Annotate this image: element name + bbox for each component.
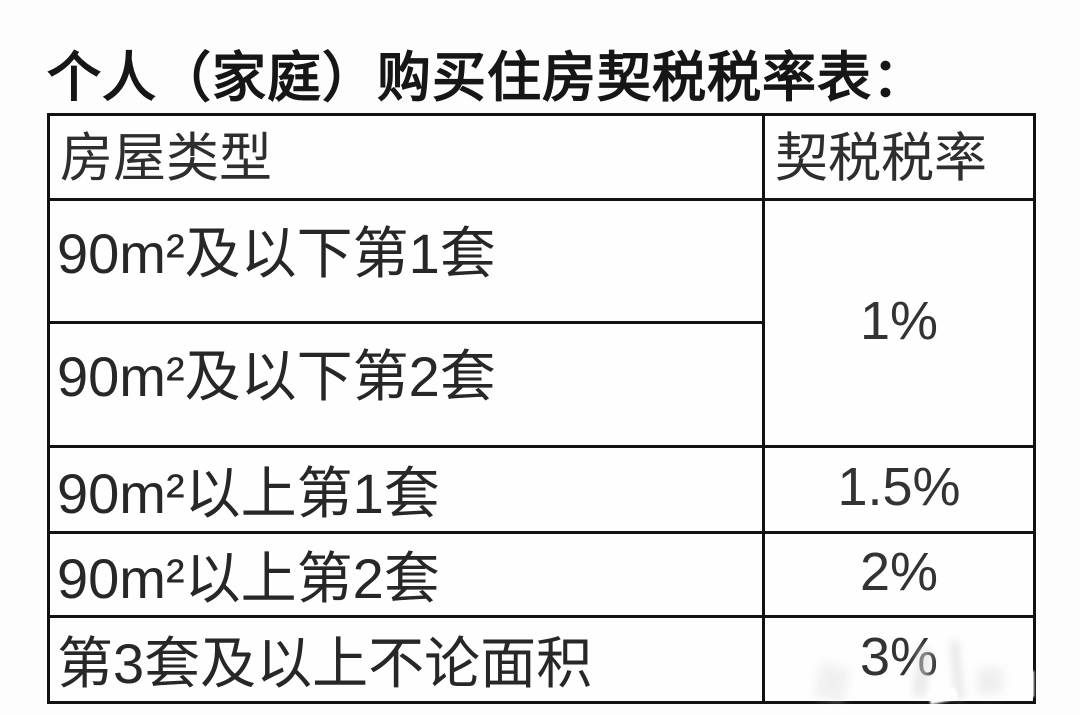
tax-rate-cell: 1.5% [762, 445, 1036, 534]
table-row: 第3套及以上不论面积 3% [47, 615, 1036, 704]
table-row: 90m²以上第1套 1.5% [47, 445, 1036, 534]
border-erosion-patch [1022, 671, 1034, 697]
page-title: 个人（家庭）购买住房契税税率表： [47, 48, 927, 108]
house-type-cell: 90m²以上第1套 [47, 445, 765, 534]
table-header-row: 房屋类型 契税税率 [47, 113, 1036, 201]
column-header-house-type: 房屋类型 [47, 113, 765, 201]
tax-rate-cell-merged: 1% [762, 198, 1036, 448]
house-type-cell: 90m²及以下第1套 [47, 198, 765, 324]
house-type-cell: 第3套及以上不论面积 [47, 615, 765, 704]
house-type-cell: 90m²及以下第2套 [47, 321, 765, 448]
column-header-tax-rate: 契税税率 [762, 113, 1036, 201]
tax-rate-cell: 3% [762, 615, 1036, 704]
tax-rate-cell: 2% [762, 531, 1036, 618]
house-type-cell: 90m²以上第2套 [47, 531, 765, 618]
table-row: 90m²及以下第1套 1% [47, 198, 1036, 448]
table-row: 90m²及以下第2套 [47, 321, 1035, 448]
tax-rate-table-container: 房屋类型 契税税率 90m²及以下第1套 1% 90m²及以下第2套 90m²以… [47, 113, 1036, 705]
table-row: 90m²以上第2套 2% [47, 531, 1036, 618]
tax-rate-table: 房屋类型 契税税率 90m²及以下第1套 1% 90m²及以下第2套 90m²以… [47, 113, 1036, 704]
